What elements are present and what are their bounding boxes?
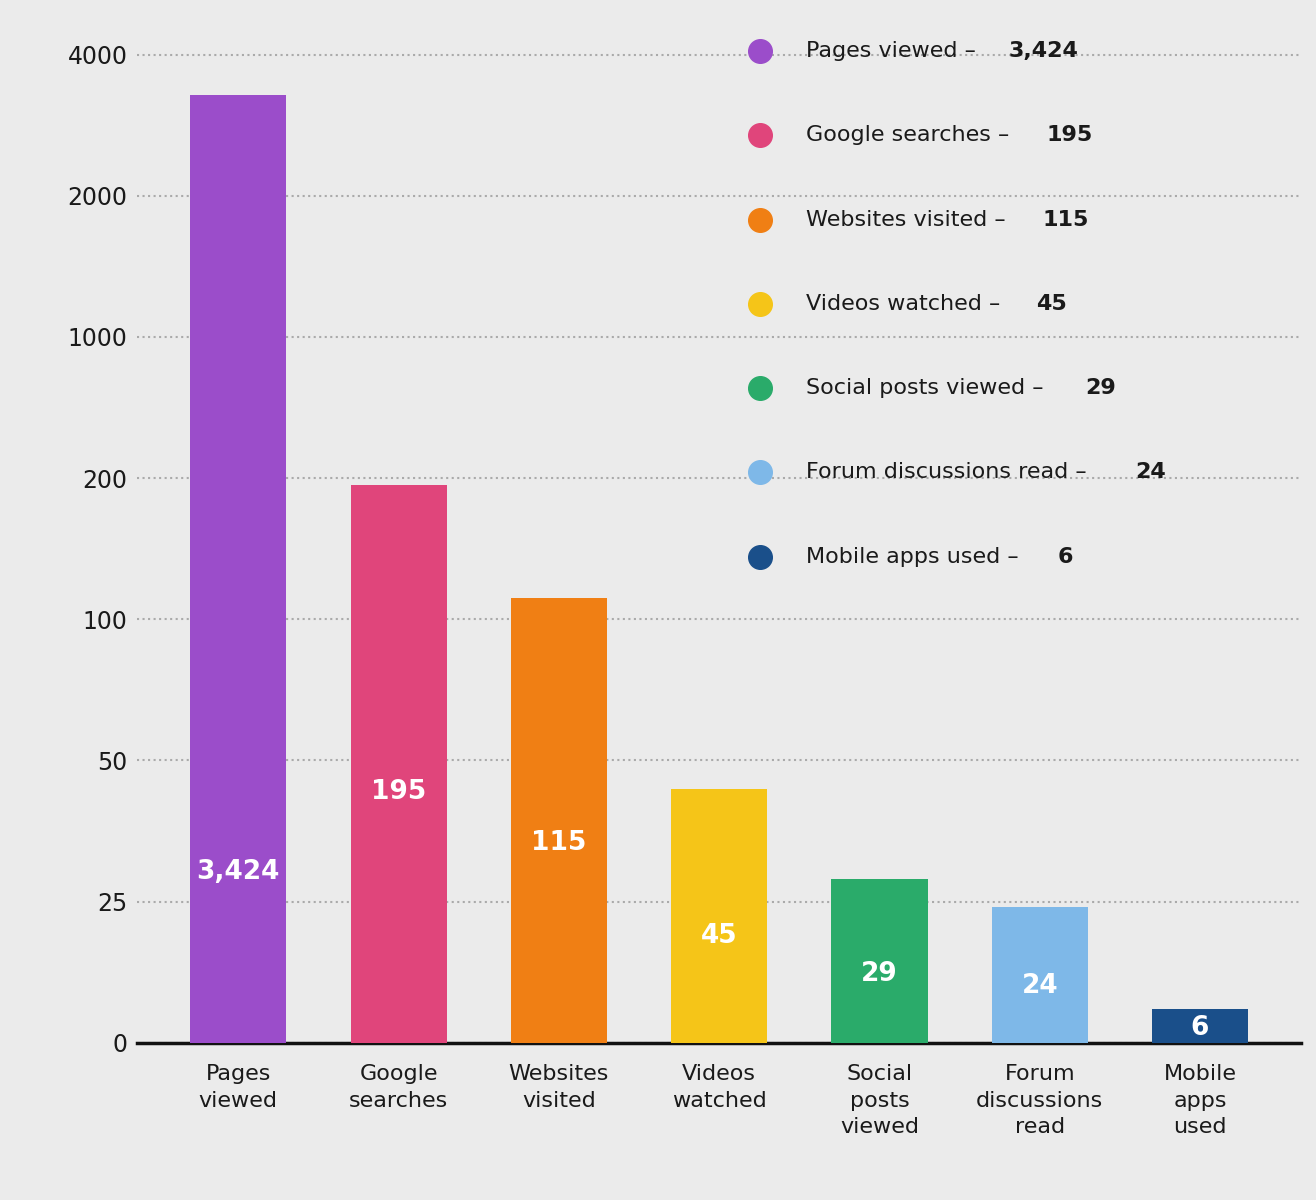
Text: 45: 45	[1036, 294, 1067, 313]
Text: Google searches –: Google searches –	[807, 125, 1017, 145]
Bar	[350, 485, 446, 1043]
Text: Forum discussions read –: Forum discussions read –	[807, 462, 1094, 482]
Text: 195: 195	[1046, 125, 1092, 145]
Text: 6: 6	[1191, 1015, 1209, 1042]
Text: Mobile apps used –: Mobile apps used –	[807, 546, 1026, 566]
Bar	[832, 878, 928, 1043]
Text: 45: 45	[701, 923, 737, 949]
Text: 115: 115	[532, 829, 587, 856]
Text: Social posts viewed –: Social posts viewed –	[807, 378, 1051, 398]
Text: 115: 115	[1042, 210, 1088, 229]
Bar	[511, 598, 607, 1043]
Text: 24: 24	[1134, 462, 1166, 482]
Text: Videos watched –: Videos watched –	[807, 294, 1008, 313]
Text: Websites visited –: Websites visited –	[807, 210, 1013, 229]
Bar	[992, 907, 1088, 1043]
Text: 29: 29	[861, 961, 898, 986]
Bar	[191, 95, 287, 1043]
Text: 6: 6	[1057, 546, 1073, 566]
Bar	[671, 788, 767, 1043]
Text: 195: 195	[371, 779, 426, 805]
Text: 24: 24	[1021, 973, 1058, 998]
Text: Pages viewed –: Pages viewed –	[807, 41, 983, 61]
Bar	[1152, 1009, 1248, 1043]
Text: 29: 29	[1086, 378, 1116, 398]
Text: 3,424: 3,424	[196, 859, 280, 886]
Text: 3,424: 3,424	[1008, 41, 1078, 61]
